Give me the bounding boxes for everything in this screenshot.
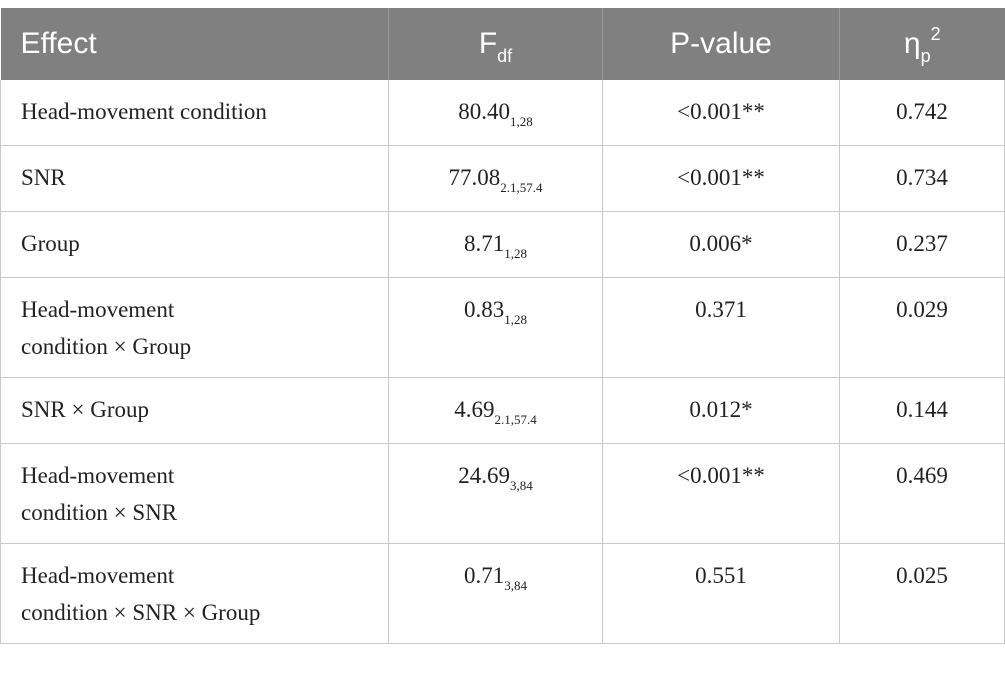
table-row: SNR 77.082.1,57.4 <0.001** 0.734 [0, 145, 1005, 212]
p-value-cell: <0.001** [602, 80, 840, 146]
p-value-cell: 0.006* [602, 211, 840, 278]
effect-cell: Head-movement condition [0, 80, 389, 146]
f-value: 4.69 [454, 397, 495, 422]
eta-squared-cell: 0.029 [839, 277, 1005, 378]
f-value: 24.69 [458, 463, 510, 488]
f-statistic-cell: 0.713,84 [388, 543, 603, 644]
effect-label: SNR [21, 165, 66, 190]
effect-label: SNR × Group [21, 397, 149, 422]
effect-label-continued: condition × SNR × Group [21, 600, 261, 625]
header-p-value: P-value [602, 8, 840, 80]
header-f-df: Fdf [388, 8, 603, 80]
degrees-of-freedom: 1,28 [510, 114, 533, 129]
degrees-of-freedom: 1,28 [504, 312, 527, 327]
f-statistic-cell: 80.401,28 [388, 80, 603, 146]
effect-label: Head-movement [21, 463, 175, 488]
degrees-of-freedom: 3,84 [504, 578, 527, 593]
p-value-cell: 0.012* [602, 377, 840, 444]
p-value-cell: 0.551 [602, 543, 840, 644]
eta-squared-cell: 0.144 [839, 377, 1005, 444]
table-row: Head-movement condition × Group 0.831,28 0.… [0, 277, 1005, 378]
header-eta-squared: ηp2 [839, 8, 1005, 80]
degrees-of-freedom: 2.1,57.4 [500, 180, 543, 195]
p-value-cell: <0.001** [602, 443, 840, 544]
table-row: Head-movement condition 80.401,28 <0.001**… [0, 80, 1005, 146]
effect-label-continued: condition × SNR [21, 500, 178, 525]
f-value: 77.08 [448, 165, 501, 190]
effect-cell: Head-movement condition × SNR [0, 443, 389, 544]
f-statistic-cell: 24.693,84 [388, 443, 603, 544]
p-value-cell: <0.001** [602, 145, 840, 212]
eta-squared-cell: 0.734 [839, 145, 1005, 212]
eta-squared-cell: 0.469 [839, 443, 1005, 544]
effect-cell: Group [0, 211, 389, 278]
eta-squared-cell: 0.025 [839, 543, 1005, 644]
degrees-of-freedom: 2.1,57.4 [494, 412, 537, 427]
effect-label: Head-movement [21, 563, 175, 588]
effect-label: Group [21, 231, 80, 256]
f-value: 80.40 [458, 99, 510, 124]
effect-label: Head-movement [21, 297, 175, 322]
effect-cell: SNR × Group [0, 377, 389, 444]
f-statistic-cell: 0.831,28 [388, 277, 603, 378]
table-row: Head-movement condition × SNR 24.693,84 <0.… [0, 443, 1005, 544]
degrees-of-freedom: 3,84 [510, 478, 533, 493]
effect-label-continued: condition × Group [21, 334, 192, 359]
table-row: Group 8.711,28 0.006* 0.237 [0, 211, 1005, 278]
eta-squared-cell: 0.742 [839, 80, 1005, 146]
header-row: Effect Fdf P-value ηp2 [0, 8, 1005, 80]
effect-cell: Head-movement condition × SNR × Group [0, 543, 389, 644]
f-value: 0.71 [464, 563, 505, 588]
table-row: SNR × Group 4.692.1,57.4 0.012* 0.144 [0, 377, 1005, 444]
f-statistic-cell: 77.082.1,57.4 [388, 145, 603, 212]
eta-squared-cell: 0.237 [839, 211, 1005, 278]
header-effect: Effect [0, 8, 389, 80]
table-row: Head-movement condition × SNR × Group 0.71… [0, 543, 1005, 644]
f-statistic-cell: 8.711,28 [388, 211, 603, 278]
effect-cell: SNR [0, 145, 389, 212]
effect-cell: Head-movement condition × Group [0, 277, 389, 378]
anova-results-table: Effect Fdf P-value ηp2 Head-movement con… [0, 8, 1005, 644]
f-value: 8.71 [464, 231, 505, 256]
degrees-of-freedom: 1,28 [504, 246, 527, 261]
effect-label: Head-movement condition [21, 99, 267, 124]
f-value: 0.83 [464, 297, 505, 322]
p-value-cell: 0.371 [602, 277, 840, 378]
f-statistic-cell: 4.692.1,57.4 [388, 377, 603, 444]
